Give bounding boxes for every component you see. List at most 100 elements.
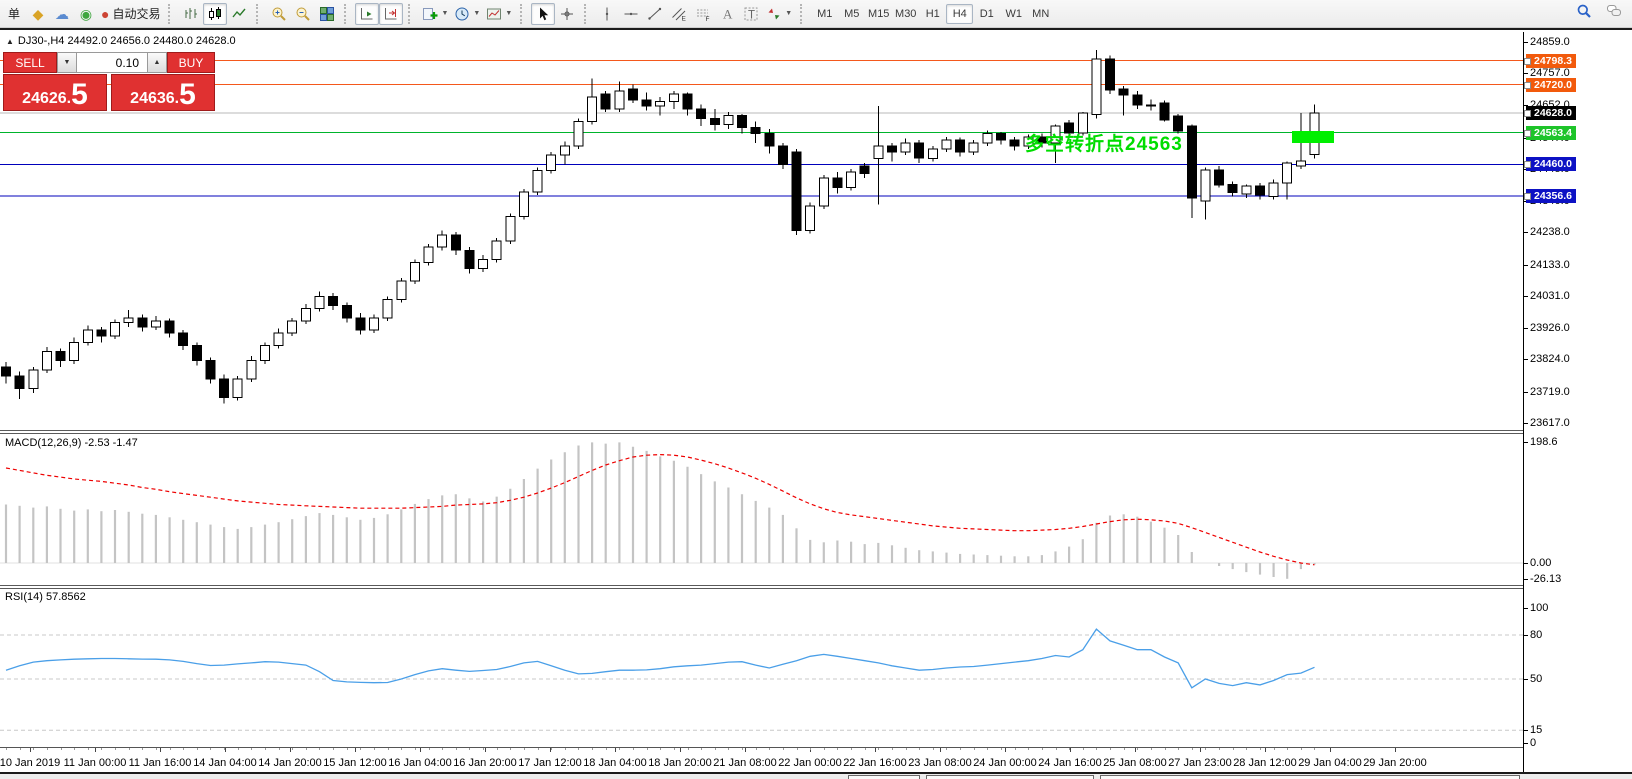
candle-body xyxy=(369,317,379,331)
chat-icon[interactable] xyxy=(1606,3,1622,19)
sell-button[interactable]: SELL xyxy=(3,52,57,73)
timeframe-mn-button[interactable]: MN xyxy=(1032,7,1050,20)
bottom-tab[interactable] xyxy=(848,775,920,779)
time-axis[interactable]: 10 Jan 2019 11 Jan 00:00 11 Jan 16:00 14 Ja… xyxy=(0,747,1523,772)
macd-pane[interactable] xyxy=(0,434,1523,590)
candle-body xyxy=(777,145,788,165)
search-icon[interactable] xyxy=(1576,3,1592,19)
cursor-icon[interactable] xyxy=(531,2,556,25)
svg-text:E: E xyxy=(682,15,687,22)
time-tick xyxy=(940,748,941,752)
time-minor-tick xyxy=(647,748,648,750)
volume-increase-button[interactable]: ▲ xyxy=(147,52,167,73)
autoscroll-icon[interactable] xyxy=(355,2,380,25)
text-label-icon[interactable]: T xyxy=(739,3,763,25)
time-minor-tick xyxy=(837,748,838,750)
time-minor-tick xyxy=(987,748,988,750)
broadcast-icon[interactable]: ◉ xyxy=(79,5,93,22)
candle-body xyxy=(287,320,298,334)
time-minor-tick xyxy=(1069,748,1070,750)
candle-body xyxy=(600,93,611,110)
pivot-annotation[interactable]: 多空转折点24563 xyxy=(1025,134,1183,155)
dropdown-arrow-icon[interactable]: ▼ xyxy=(785,10,793,17)
templates-icon[interactable]: ▼ xyxy=(483,3,515,25)
time-minor-tick xyxy=(510,748,511,750)
crosshair-icon[interactable] xyxy=(555,3,579,25)
macd-tick-label: -26.13 xyxy=(1523,573,1562,585)
chart-title-text: DJ30-,H4 24492.0 24656.0 24480.0 24628.0 xyxy=(17,35,236,47)
horizontal-line-icon[interactable] xyxy=(619,3,643,25)
indicators-add-icon[interactable]: ▼ xyxy=(419,3,451,25)
periods-clock-icon[interactable]: ▼ xyxy=(451,3,483,25)
bottom-tab[interactable] xyxy=(1100,775,1520,779)
buy-price-button[interactable]: 24636. 5 xyxy=(111,74,215,111)
chart-shift-icon[interactable] xyxy=(379,2,404,25)
candle-body xyxy=(232,378,243,399)
time-minor-tick xyxy=(115,748,116,750)
macd-canvas[interactable] xyxy=(0,434,1523,585)
autotrading-button[interactable]: ● 自动交易 xyxy=(101,5,161,22)
time-label: 17 Jan 12:00 xyxy=(518,757,582,769)
trendline-icon[interactable] xyxy=(643,3,667,25)
user-cloud-icon[interactable]: ☁ xyxy=(55,5,69,22)
volume-decrease-button[interactable]: ▼ xyxy=(57,52,77,73)
candlestick-chart-icon[interactable] xyxy=(203,2,228,25)
time-tick xyxy=(680,748,681,752)
equidistant-channel-icon[interactable]: E xyxy=(667,3,691,25)
price-tick-label: 24031.0 xyxy=(1524,290,1570,302)
candle-body xyxy=(273,332,284,346)
rsi-canvas[interactable] xyxy=(0,588,1523,747)
price-axis[interactable]: 24859.024757.024652.024547.024445.024340… xyxy=(1523,32,1632,772)
sell-price-button[interactable]: 24626. 5 xyxy=(3,74,107,111)
dropdown-arrow-icon[interactable]: ▼ xyxy=(505,10,513,17)
text-icon[interactable]: A xyxy=(715,3,739,25)
timeframe-m30-button[interactable]: M30 xyxy=(895,7,917,20)
time-minor-tick xyxy=(769,748,770,750)
candle-body xyxy=(750,127,761,135)
time-minor-tick xyxy=(878,748,879,750)
zoom-in-icon[interactable] xyxy=(267,3,291,25)
fibonacci-icon[interactable]: F xyxy=(691,3,715,25)
zoom-out-icon[interactable] xyxy=(291,3,315,25)
time-minor-tick xyxy=(1137,748,1138,750)
timeframe-d1-button[interactable]: D1 xyxy=(979,7,994,20)
candle-body xyxy=(927,148,938,159)
time-minor-tick xyxy=(101,748,102,750)
dropdown-arrow-icon[interactable]: ▼ xyxy=(441,10,449,17)
time-minor-tick xyxy=(1260,748,1261,750)
time-minor-tick xyxy=(292,748,293,750)
price-pane[interactable] xyxy=(0,32,1523,437)
price-chart-canvas[interactable] xyxy=(0,32,1523,432)
bar-chart-icon[interactable] xyxy=(179,3,203,25)
pane-separator-macd[interactable] xyxy=(0,430,1632,434)
candle-body xyxy=(246,360,257,380)
dropdown-arrow-icon[interactable]: ▼ xyxy=(473,10,481,17)
rsi-tick-label: 15 xyxy=(1523,724,1543,736)
arrows-icon[interactable]: ▼ xyxy=(763,3,795,25)
vertical-line-icon[interactable] xyxy=(595,3,619,25)
collapse-arrow-icon[interactable]: ▲ xyxy=(6,37,14,46)
candle-body xyxy=(28,369,39,389)
buy-button[interactable]: BUY xyxy=(167,52,215,73)
time-minor-tick xyxy=(742,748,743,750)
timeframe-m5-button[interactable]: M5 xyxy=(844,7,860,20)
pane-separator-rsi[interactable] xyxy=(0,585,1632,589)
tile-windows-icon[interactable] xyxy=(315,3,339,25)
timeframe-h4-button[interactable]: H4 xyxy=(946,3,974,24)
candle-body xyxy=(1,366,11,377)
new-order-button[interactable]: 单 xyxy=(7,7,20,21)
candle-body xyxy=(1023,136,1034,147)
timeframe-h1-button[interactable]: H1 xyxy=(925,7,940,20)
time-label: 27 Jan 23:00 xyxy=(1168,757,1232,769)
candle-body xyxy=(518,191,529,217)
timeframe-w1-button[interactable]: W1 xyxy=(1005,7,1022,20)
timeframe-m15-button[interactable]: M15 xyxy=(868,7,890,20)
bottom-tab[interactable] xyxy=(926,775,1094,779)
timeframe-m1-button[interactable]: M1 xyxy=(817,7,833,20)
svg-text:F: F xyxy=(706,16,710,22)
volume-input[interactable] xyxy=(77,52,147,73)
green-highlight-box[interactable] xyxy=(1292,131,1334,143)
line-chart-icon[interactable] xyxy=(227,3,251,25)
rsi-pane[interactable] xyxy=(0,588,1523,752)
gold-ingot-icon[interactable]: ◆ xyxy=(32,5,44,22)
